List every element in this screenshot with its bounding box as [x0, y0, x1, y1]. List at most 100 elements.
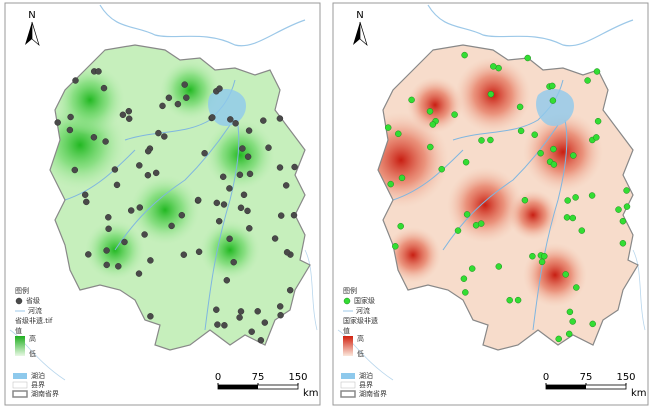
heritage-site [215, 217, 223, 225]
heritage-site [562, 271, 569, 278]
heritage-site [555, 335, 562, 343]
lake [536, 88, 574, 126]
heritage-site [248, 328, 255, 335]
scale-tick-label: 150 [616, 372, 635, 383]
scale-unit: km [631, 388, 647, 399]
heritage-site [277, 311, 284, 319]
heritage-site [521, 196, 529, 204]
heritage-site [398, 174, 406, 182]
heritage-site [487, 136, 494, 144]
heritage-site [468, 265, 476, 272]
heritage-site [584, 77, 591, 84]
heritage-site [427, 143, 434, 151]
heritage-site [113, 181, 121, 189]
heritage-site [136, 162, 143, 169]
scale-tick-label: 75 [580, 372, 593, 383]
heritage-site [290, 211, 298, 219]
heritage-site [395, 130, 402, 138]
heritage-site [516, 103, 524, 111]
heritage-site [529, 252, 536, 260]
legend-value-label: 值 [15, 326, 22, 335]
heritage-site [127, 207, 135, 214]
heritage-site [85, 251, 92, 258]
heritage-site [168, 222, 175, 230]
heritage-site [260, 117, 267, 124]
heritage-site [230, 258, 237, 266]
heritage-site [244, 153, 252, 160]
heritage-site [271, 235, 279, 242]
north-label: N [28, 10, 35, 21]
heritage-site [67, 113, 74, 121]
river [532, 119, 568, 331]
heritage-site [111, 166, 119, 173]
heritage-site [159, 102, 166, 110]
heritage-site [144, 147, 152, 155]
legend-title: 图例 [15, 286, 29, 295]
heritage-site [152, 169, 160, 177]
heritage-site [72, 77, 79, 84]
heritage-site [276, 115, 284, 122]
heritage-site [570, 152, 577, 159]
heritage-site [180, 251, 188, 258]
heritage-site [461, 51, 468, 59]
heritage-site [463, 211, 471, 218]
legend-low-label: 低 [357, 349, 364, 358]
heritage-site [477, 220, 485, 227]
legend-county-symbol [12, 381, 28, 389]
province-boundary [49, 44, 311, 351]
heat-spot [523, 112, 603, 192]
scale-tick-label: 0 [215, 372, 221, 383]
heritage-site [165, 94, 173, 102]
heritage-site [240, 191, 248, 199]
heritage-site [572, 194, 579, 201]
heritage-site [531, 131, 538, 138]
heritage-site [105, 225, 112, 233]
heritage-site [181, 81, 188, 88]
heritage-site [81, 191, 89, 199]
scale-tick-label: 150 [288, 372, 307, 383]
heritage-site [103, 261, 110, 269]
legend-point-label: 省级 [26, 296, 40, 305]
heritage-site [384, 124, 392, 131]
legend-high-label: 高 [29, 334, 36, 343]
heritage-site [144, 171, 152, 179]
heritage-site [195, 248, 203, 256]
heritage-site [236, 171, 244, 179]
legend-title: 图例 [343, 286, 357, 295]
legend-county-label: 县界 [31, 381, 45, 389]
scale-bar-segment [546, 385, 586, 389]
outer-river [9, 249, 318, 381]
legend-high-label: 高 [357, 334, 364, 343]
heritage-site [90, 134, 98, 141]
heritage-site [71, 166, 79, 174]
legend-low-label: 低 [29, 349, 36, 358]
heritage-site [119, 111, 127, 119]
heritage-site [276, 164, 284, 171]
legend-lake-label: 湖泊 [31, 371, 45, 380]
river [64, 149, 136, 201]
heritage-site [223, 277, 231, 284]
heritage-site [135, 270, 143, 277]
heritage-site [201, 149, 208, 157]
heritage-site [566, 308, 574, 316]
heritage-site [594, 117, 602, 125]
heritage-site [495, 263, 503, 270]
heritage-site [141, 231, 148, 238]
scale-tick-label: 0 [543, 372, 549, 383]
heritage-site [227, 116, 234, 123]
heritage-site [245, 127, 253, 134]
legend-raster-label: 国家级非遗 [343, 316, 378, 325]
heritage-site [103, 247, 110, 254]
heat-spot [508, 190, 558, 240]
heat-surface [50, 45, 310, 350]
river [114, 124, 231, 251]
heritage-site [276, 303, 284, 310]
north-arrow [353, 22, 360, 45]
heritage-site [147, 257, 154, 264]
heritage-site [121, 238, 128, 246]
heritage-site [524, 54, 531, 62]
heritage-site [216, 85, 223, 92]
heritage-site [514, 296, 522, 304]
legend-boundary-symbol [12, 390, 28, 398]
river [392, 149, 464, 201]
